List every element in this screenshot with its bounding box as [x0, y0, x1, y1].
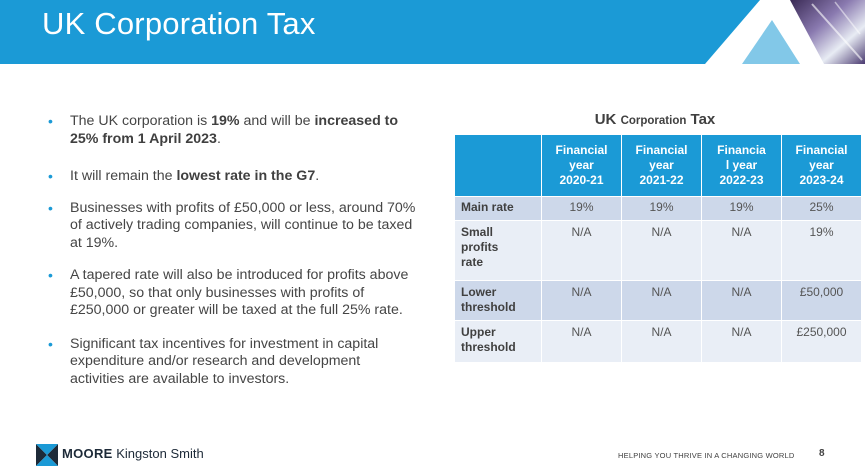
bullet-lowest-g7: It will remain the lowest rate in the G7… — [48, 168, 418, 186]
bullet-small-profits: Businesses with profits of £50,000 or le… — [48, 200, 418, 253]
header-fy-2020-21: Financial year 2020-21 — [541, 134, 622, 197]
row-label: Upper threshold — [454, 320, 542, 363]
bullet-rate-increase: The UK corporation is 19% and will be in… — [48, 113, 418, 148]
table-cell: 19% — [621, 196, 702, 221]
brand-name: MOORE Kingston Smith — [62, 446, 204, 461]
page-title: UK Corporation Tax — [42, 6, 316, 41]
header-fy-2022-23: Financia l year 2022-23 — [701, 134, 782, 197]
moore-logo-icon — [36, 444, 58, 466]
table-row-main-rate: Main rate 19% 19% 19% 25% — [454, 196, 862, 221]
header-fy-2021-22: Financial year 2021-22 — [621, 134, 702, 197]
table-cell: £50,000 — [781, 280, 862, 321]
table-cell: N/A — [701, 220, 782, 281]
row-label: Lower threshold — [454, 280, 542, 321]
table-cell: N/A — [621, 280, 702, 321]
table-cell: N/A — [621, 220, 702, 281]
table-row-upper-threshold: Upper threshold N/A N/A N/A £250,000 — [454, 320, 862, 363]
bullet-tapered-rate: A tapered rate will also be introduced f… — [48, 267, 418, 320]
bullet-tax-incentives: Significant tax incentives for investmen… — [48, 336, 418, 389]
table-cell: N/A — [541, 320, 622, 363]
header-fy-2023-24: Financial year 2023-24 — [781, 134, 862, 197]
table-row-lower-threshold: Lower threshold N/A N/A N/A £50,000 — [454, 280, 862, 321]
table-cell: 19% — [781, 220, 862, 281]
footer-tagline: HELPING YOU THRIVE IN A CHANGING WORLD — [618, 451, 795, 460]
table-header-row: Financial year 2020-21 Financial year 2021-2… — [454, 134, 862, 197]
decorative-corner-graphic — [705, 0, 865, 64]
row-label: Small profits rate — [454, 220, 542, 281]
table-cell: 19% — [701, 196, 782, 221]
table-cell: N/A — [541, 220, 622, 281]
table-corner-cell — [454, 134, 542, 197]
table-cell: N/A — [701, 320, 782, 363]
row-label: Main rate — [454, 196, 542, 221]
table-cell: 25% — [781, 196, 862, 221]
table-cell: £250,000 — [781, 320, 862, 363]
table-cell: N/A — [541, 280, 622, 321]
corporation-tax-table: Financial year 2020-21 Financial year 2021-2… — [454, 134, 862, 363]
table-cell: N/A — [621, 320, 702, 363]
page-number: 8 — [819, 448, 825, 459]
table-cell: N/A — [701, 280, 782, 321]
bullet-list: The UK corporation is 19% and will be in… — [48, 113, 418, 403]
title-banner: UK Corporation Tax — [0, 0, 865, 64]
table-title: UK Corporation Tax — [594, 111, 716, 128]
table-row-small-profits-rate: Small profits rate N/A N/A N/A 19% — [454, 220, 862, 281]
table-cell: 19% — [541, 196, 622, 221]
